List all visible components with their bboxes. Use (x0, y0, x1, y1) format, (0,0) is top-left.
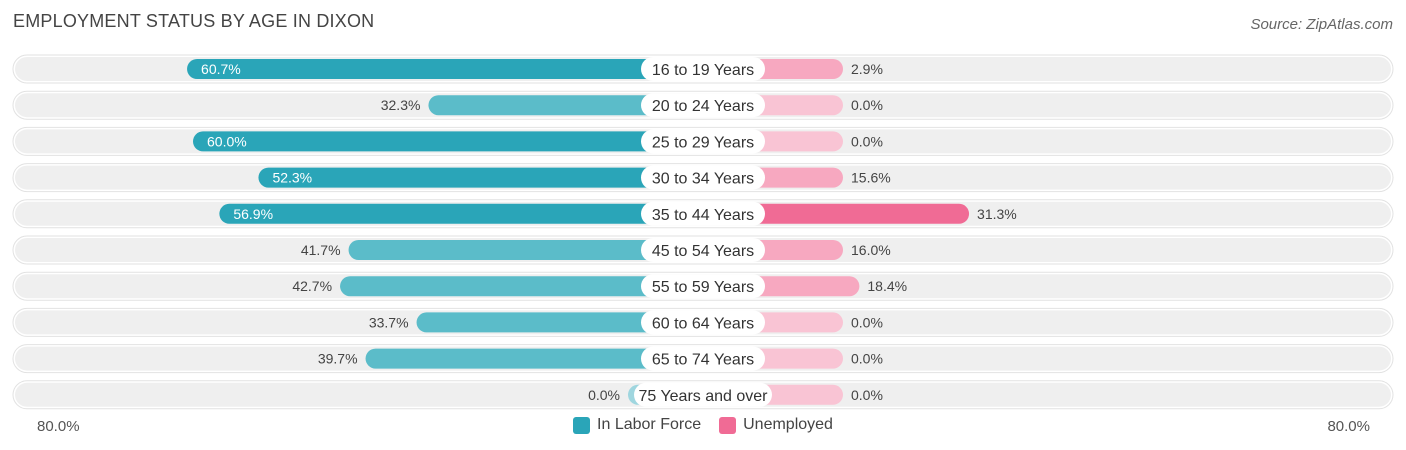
unemployed-value-label: 15.6% (851, 170, 891, 186)
legend-swatch-unemployed (719, 416, 737, 434)
labor-value-label: 56.9% (233, 206, 273, 222)
unemployed-value-label: 0.0% (851, 133, 883, 149)
bar-labor-force (193, 131, 703, 152)
axis-right-label: 80.0% (1327, 418, 1370, 435)
category-label: 30 to 34 Years (652, 171, 754, 188)
category-label: 25 to 29 Years (652, 134, 754, 151)
labor-value-label: 60.0% (207, 133, 247, 149)
category-pill (641, 274, 765, 299)
labor-value-label: 33.7% (369, 314, 409, 330)
labor-value-label: 39.7% (318, 351, 358, 367)
category-label: 16 to 19 Years (652, 62, 754, 79)
unemployed-value-label: 2.9% (851, 61, 883, 77)
category-pill (641, 238, 765, 262)
bar-labor-force (365, 348, 703, 369)
category-label: 55 to 59 Years (652, 279, 754, 296)
category-label: 35 to 44 Years (652, 207, 754, 224)
category-pill (641, 93, 765, 118)
legend-label-unemployed: Unemployed (743, 416, 833, 433)
bar-unemployed (703, 203, 970, 224)
unemployed-value-label: 31.3% (977, 206, 1017, 222)
legend-swatch-labor-force (573, 416, 591, 434)
labor-value-label: 60.7% (201, 61, 241, 77)
unemployed-value-label: 0.0% (851, 97, 883, 113)
bar-labor-force (348, 240, 703, 260)
category-pill (641, 346, 765, 371)
unemployed-value-label: 0.0% (851, 351, 883, 367)
category-label: 75 Years and over (639, 388, 769, 405)
legend-item-labor-force[interactable]: In Labor Force (573, 416, 701, 434)
labor-value-label: 52.3% (272, 170, 312, 186)
unemployed-value-label: 16.0% (851, 242, 891, 258)
axis-left-label: 80.0% (37, 418, 80, 435)
labor-value-label: 32.3% (381, 97, 421, 113)
unemployed-value-label: 0.0% (851, 314, 883, 330)
category-pill (641, 310, 765, 335)
bar-labor-force (428, 95, 703, 116)
category-label: 60 to 64 Years (652, 315, 754, 332)
unemployed-value-label: 0.0% (851, 387, 883, 403)
bar-labor-force (187, 59, 704, 79)
category-pill (641, 201, 765, 226)
category-pill (641, 57, 765, 81)
category-pill (641, 165, 765, 190)
bar-labor-force (258, 167, 703, 188)
labor-value-label: 42.7% (292, 278, 332, 294)
category-pill (634, 382, 772, 407)
legend-item-unemployed[interactable]: Unemployed (719, 416, 833, 434)
chart-canvas: 16 to 19 Years 60.7% 2.9% 20 to 24 Years 32.… (12, 54, 1394, 410)
chart-source: Source: ZipAtlas.com (1250, 16, 1393, 33)
labor-value-label: 0.0% (588, 387, 620, 403)
chart-legend: In Labor Force Unemployed (0, 416, 1406, 434)
labor-value-label: 41.7% (301, 242, 341, 258)
bar-labor-force (219, 203, 703, 224)
chart-title: EMPLOYMENT STATUS BY AGE IN DIXON (13, 11, 375, 31)
legend-label-labor-force: In Labor Force (597, 416, 702, 433)
category-pill (641, 129, 765, 154)
category-label: 20 to 24 Years (652, 98, 754, 115)
category-label: 65 to 74 Years (652, 352, 754, 369)
category-label: 45 to 54 Years (652, 243, 754, 260)
bar-labor-force (416, 312, 703, 333)
bar-labor-force (340, 276, 703, 297)
unemployed-value-label: 18.4% (867, 278, 907, 294)
